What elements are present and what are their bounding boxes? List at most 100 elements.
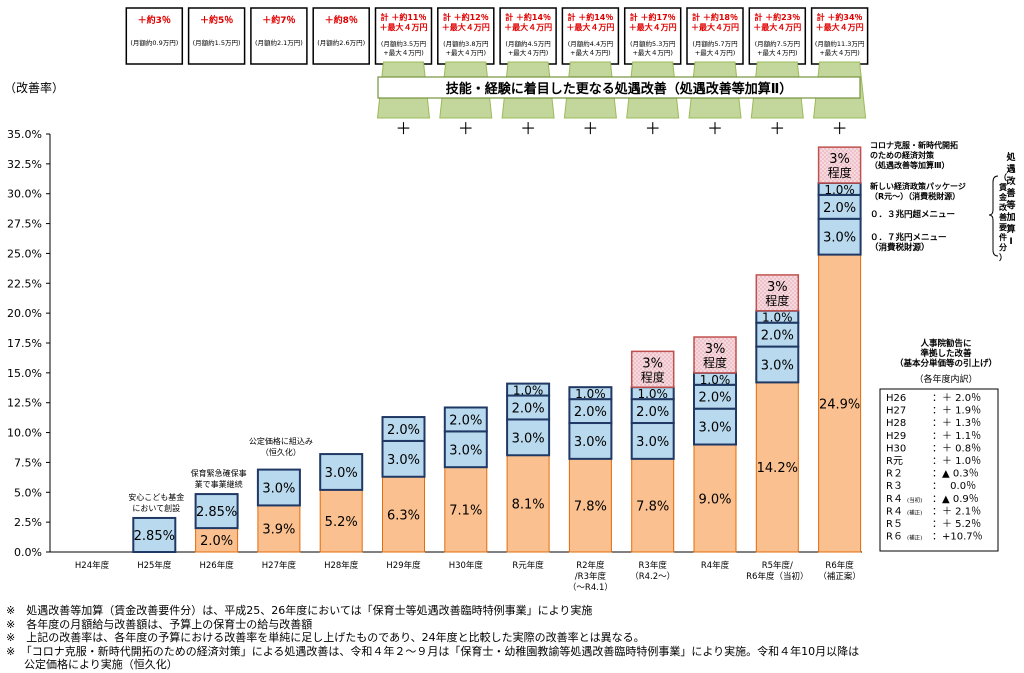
breakdown-year: R４ xyxy=(886,494,903,505)
top-box-total: 計 ＋約34％ xyxy=(817,12,863,22)
bar-value-label: 3.0% xyxy=(262,482,295,497)
breakdown-value: ：▲ 0.3％ xyxy=(932,469,979,480)
bar-value-label: 1.0% xyxy=(575,387,606,401)
breakdown-year: R２ xyxy=(886,469,903,480)
breakdown-year: H28 xyxy=(886,418,906,429)
top-box-monthly-max: +最大４万円) xyxy=(508,48,548,57)
footnote-3: ※ 上記の改善率は、各年度の予算における改善率を単純に足し上げたものであり、24… xyxy=(6,631,645,645)
label-kasan1: 等 xyxy=(1005,199,1015,211)
breakdown-title: （各年度内訳） xyxy=(914,373,977,385)
y-axis-unit: （改善率） xyxy=(4,80,64,95)
top-box-monthly-max: +最大４万円) xyxy=(695,48,735,57)
top-box-monthly: (月額約5.7万円 xyxy=(692,39,737,48)
bar-value-label: 2.0% xyxy=(823,201,856,216)
bar-value-label: 程度 xyxy=(641,369,665,384)
breakdown-value: ：＋ 2.1％ xyxy=(932,506,981,517)
label-corona: のための経済対策 xyxy=(870,150,935,160)
y-tick-label: 22.5% xyxy=(7,277,42,290)
plus-sign: ＋ xyxy=(645,119,661,138)
x-tick-label: R5年度/ xyxy=(762,560,793,571)
bar-value-label: 3.0% xyxy=(449,443,482,458)
bar-value-label: 2.0% xyxy=(387,423,420,438)
label-kasan1-sub: 賃 xyxy=(998,182,1007,192)
top-box-max: ＋最大４万円 xyxy=(816,22,864,32)
bar-value-label: 3.0% xyxy=(574,435,607,450)
bar-value-label: 程度 xyxy=(765,293,789,308)
label-kasan1-sub: 要 xyxy=(999,223,1007,232)
x-tick-label: H24年度 xyxy=(75,560,110,571)
bar-segment-kasan1 xyxy=(817,217,862,256)
y-tick-label: 20.0% xyxy=(7,307,42,320)
bar-segment-kasan1 xyxy=(630,422,675,460)
label-jinjiin: 人事院勧告に xyxy=(920,338,971,349)
y-tick-label: 2.5% xyxy=(14,516,42,529)
bar-value-label: 2.0% xyxy=(574,405,607,420)
top-box xyxy=(748,7,807,65)
bar-annotation: （恒久化） xyxy=(261,447,301,457)
breakdown-value: ： 0.0％ xyxy=(932,481,976,492)
y-tick-label: 12.5% xyxy=(7,397,42,410)
footnote-1: ※ 処遇改善等加算（賃金改善要件分）は、平成25、26年度においては「保育士等処… xyxy=(6,604,593,617)
label-corona: （処遇改善等加算Ⅲ） xyxy=(870,160,950,170)
label-corona: コロナ克服・新時代開拓 xyxy=(870,140,958,150)
bar-value-label: 3.0% xyxy=(636,435,669,450)
top-box-total: 計 ＋約14％ xyxy=(567,12,613,22)
bar-value-label: 3.9% xyxy=(262,523,295,538)
bar-segment-kasan1 xyxy=(256,468,301,507)
top-box-rate: ＋約7％ xyxy=(262,14,295,26)
label-kasan1: 加 xyxy=(1005,211,1015,223)
bar-segment-kasan1-package xyxy=(506,382,551,397)
breakdown-year: R４ xyxy=(886,506,903,517)
bar-segment-base xyxy=(755,381,799,553)
bar-value-label: 程度 xyxy=(703,355,727,370)
top-box-total: 計 ＋約23％ xyxy=(754,12,800,22)
top-box-max: ＋最大４万円 xyxy=(504,22,552,32)
label-menu-03: ０．３兆円超メニュー xyxy=(870,209,955,220)
breakdown-value: ：＋ 5.2％ xyxy=(932,519,981,530)
bar-value-label: 3% xyxy=(705,342,726,357)
top-box-max: ＋最大４万円 xyxy=(442,22,490,32)
x-tick-label: R3年度 xyxy=(639,560,668,571)
breakdown-tag: (当初) xyxy=(907,496,922,504)
bar-value-label: 2.0% xyxy=(698,391,731,406)
top-box-monthly-max: +最大４万円) xyxy=(819,48,859,57)
x-tick-label: R6年度（当初） xyxy=(746,571,808,582)
label-jinjiin: （基本分単価等の引上げ） xyxy=(895,358,997,369)
label-menu-07: （消費税財源） xyxy=(870,242,930,253)
top-box xyxy=(499,7,557,65)
label-kasan1: 改 xyxy=(1006,175,1016,187)
footnotes: ※ 処遇改善等加算（賃金改善要件分）は、平成25、26年度においては「保育士等処… xyxy=(6,604,1021,672)
top-box xyxy=(250,7,308,65)
bar-value-label: 7.1% xyxy=(449,504,482,519)
bar-segment-base xyxy=(382,476,425,553)
top-box-total: 計 ＋約18％ xyxy=(692,12,738,22)
top-box-monthly-max: +最大４万円) xyxy=(570,48,610,57)
bar-annotation: において創設 xyxy=(132,503,180,513)
bar-segment-kasan3 xyxy=(817,146,862,184)
bar-value-label: 24.9% xyxy=(819,397,860,412)
y-tick-label: 35.0% xyxy=(7,128,42,141)
bar-value-label: 1.0% xyxy=(824,183,855,197)
kasan2-banner xyxy=(377,76,861,99)
footnote-4: ※ 「コロナ克服・新時代開拓のための経済対策」による処遇改善は、令和４年２～９月… xyxy=(6,644,860,658)
top-box-monthly-max: +最大４万円) xyxy=(632,48,672,57)
bar-value-label: 5.2% xyxy=(325,515,358,530)
bar-value-label: 2.0% xyxy=(761,329,794,344)
label-kasan1-sub: （ xyxy=(999,172,1007,182)
bar-value-label: 程度 xyxy=(828,165,852,180)
label-kasan1-sub: 分 xyxy=(999,242,1007,252)
top-box xyxy=(561,7,620,65)
label-jinjiin: 準拠した改善 xyxy=(920,348,972,359)
bar-segment-kasan3 xyxy=(755,274,800,312)
top-box-total: 計 ＋約14％ xyxy=(505,12,551,22)
x-tick-label: H30年度 xyxy=(449,560,484,571)
plus-sign: ＋ xyxy=(458,119,474,138)
bar-segment-kasan1 xyxy=(506,418,551,457)
top-box-total: 計 ＋約17％ xyxy=(630,12,676,22)
top-box-max: ＋最大４万円 xyxy=(566,22,614,32)
bar-segment-base xyxy=(631,458,675,553)
bar-value-label: 7.8% xyxy=(636,499,669,514)
plus-sign: ＋ xyxy=(769,119,785,138)
bar-value-label: 3.0% xyxy=(698,421,731,436)
